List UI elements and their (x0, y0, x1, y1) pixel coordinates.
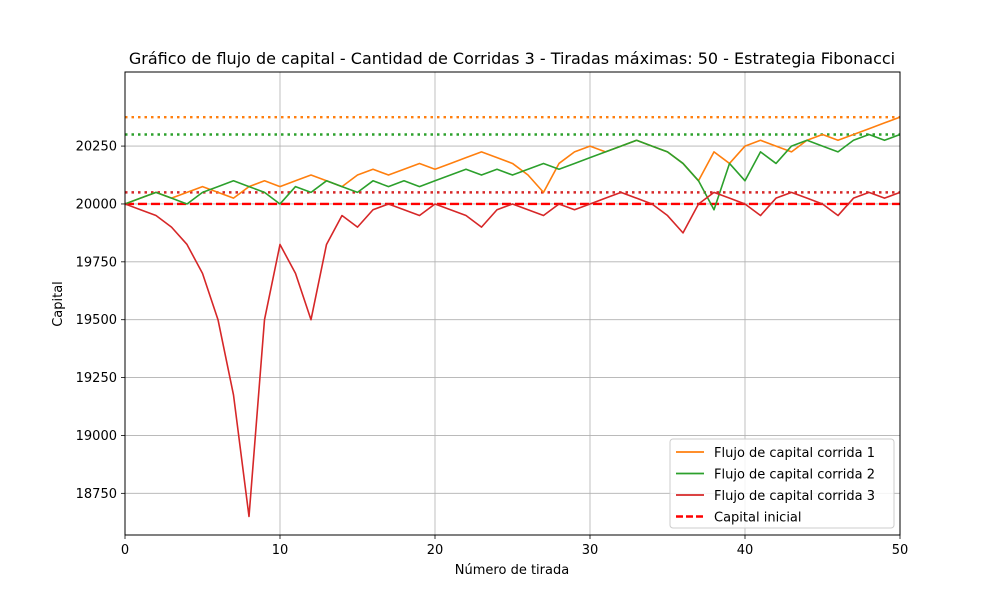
x-tick-label: 40 (737, 543, 754, 558)
y-tick-label: 19000 (76, 429, 117, 444)
y-axis-ticks: 18750 19000 19250 19500 19750 20000 20250 (76, 140, 125, 502)
x-tick-label: 10 (272, 543, 289, 558)
reference-lines (125, 115, 900, 206)
y-tick-label: 20250 (76, 140, 117, 155)
y-tick-label: 18750 (76, 487, 117, 502)
y-tick-label: 19500 (76, 313, 117, 328)
y-tick-label: 19750 (76, 255, 117, 270)
legend-label: Flujo de capital corrida 1 (714, 446, 875, 461)
legend-label: Flujo de capital corrida 3 (714, 489, 875, 504)
legend-label: Capital inicial (714, 511, 802, 526)
chart-title: Gráfico de flujo de capital - Cantidad d… (129, 49, 895, 68)
x-tick-label: 30 (582, 543, 599, 558)
x-axis-label: Número de tirada (455, 563, 569, 578)
x-tick-label: 0 (121, 543, 129, 558)
x-tick-label: 50 (892, 543, 909, 558)
y-tick-label: 20000 (76, 197, 117, 212)
y-tick-label: 19250 (76, 371, 117, 386)
legend: Flujo de capital corrida 1 Flujo de capit… (669, 438, 895, 529)
series-line-run-2 (124, 133, 901, 211)
series-line-run-1 (124, 116, 901, 205)
series-lines (124, 116, 901, 518)
x-axis-ticks: 0 10 20 30 40 50 (121, 535, 908, 558)
y-axis-label: Capital (51, 281, 66, 327)
legend-box (669, 438, 895, 529)
legend-label: Flujo de capital corrida 2 (714, 468, 875, 483)
x-tick-label: 20 (427, 543, 444, 558)
plot-frame (124, 71, 901, 536)
series-line-run-3 (124, 191, 901, 518)
